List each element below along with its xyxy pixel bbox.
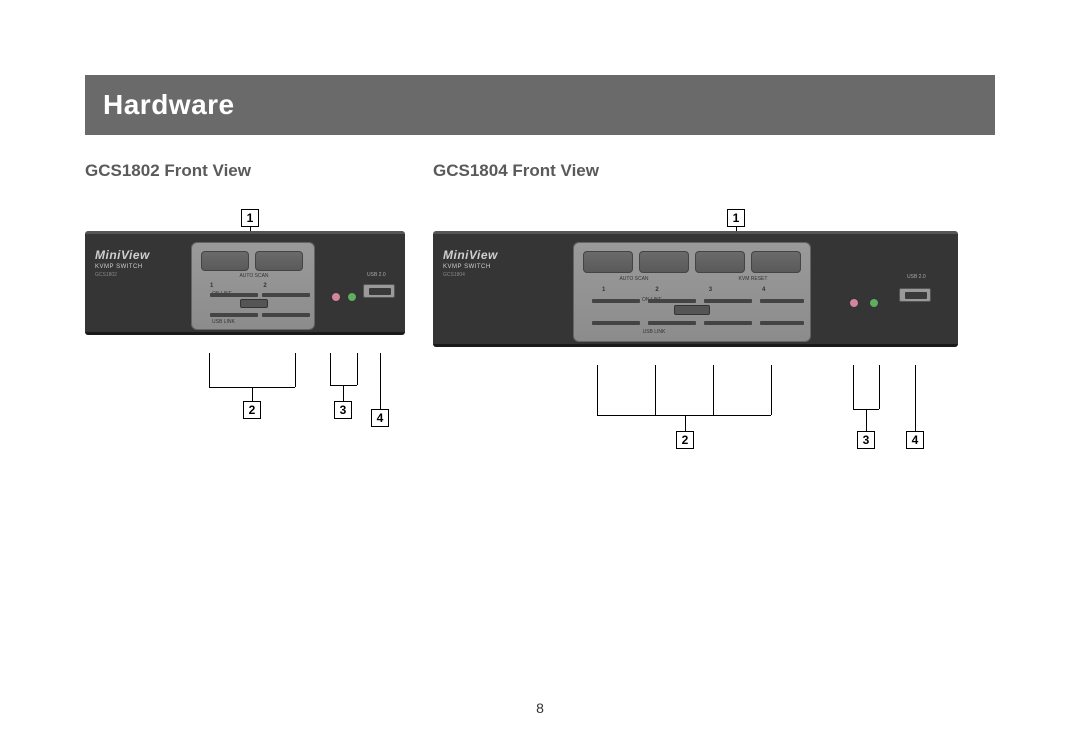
led-strip xyxy=(592,299,640,303)
usb-label: USB 2.0 xyxy=(907,274,926,280)
led-strip xyxy=(262,293,310,297)
port-numbers: 1 2 3 4 xyxy=(602,287,765,293)
port-button-1 xyxy=(201,251,249,271)
lead-line xyxy=(209,353,210,387)
lead-line xyxy=(771,365,772,415)
control-panel: AUTO SCAN KVM RESET 1 2 3 4 ON LINE xyxy=(573,242,811,342)
brand-sub: KVMP SWITCH xyxy=(95,264,150,270)
brand-logo: MiniView xyxy=(95,248,150,262)
port-button-3 xyxy=(695,251,745,273)
kvmreset-label: KVM RESET xyxy=(729,276,777,282)
led-strip xyxy=(760,299,804,303)
section-title-bar: Hardware xyxy=(85,75,995,135)
led-strip xyxy=(210,293,258,297)
lead-line xyxy=(597,365,598,415)
lead-line xyxy=(597,415,771,416)
port-button-4 xyxy=(751,251,801,273)
lead-line xyxy=(713,365,714,415)
lead-line xyxy=(915,365,916,431)
usblink-label: USB LINK xyxy=(212,319,252,325)
page-number: 8 xyxy=(0,700,1080,716)
speaker-jack xyxy=(347,292,357,302)
selected-box xyxy=(674,305,710,315)
heading-gcs1802: GCS1802 Front View xyxy=(85,161,405,181)
section-title: Hardware xyxy=(103,89,235,120)
callout-3: 3 xyxy=(857,431,875,449)
device-brand: MiniView KVMP SWITCH GCS1802 xyxy=(95,248,150,278)
usblink-label: USB LINK xyxy=(632,329,676,335)
usb-label: USB 2.0 xyxy=(367,272,386,278)
speaker-jack xyxy=(869,298,879,308)
col-gcs1802: GCS1802 Front View 1 MiniView KVMP SWITC… xyxy=(85,161,405,347)
lead-line xyxy=(866,409,867,431)
device-1804: MiniView KVMP SWITCH GCS1804 AUTO SCAN K… xyxy=(433,231,958,347)
lead-line xyxy=(655,365,656,415)
led-strip xyxy=(262,313,310,317)
col-gcs1804: GCS1804 Front View 1 MiniView KVMP SWITC… xyxy=(433,161,993,347)
led-strip xyxy=(760,321,804,325)
led-strip xyxy=(648,299,696,303)
port-button-2 xyxy=(255,251,303,271)
lead-line xyxy=(357,353,358,385)
brand-logo: MiniView xyxy=(443,248,498,262)
callout-1: 1 xyxy=(727,209,745,227)
led-strip xyxy=(704,321,752,325)
content-columns: GCS1802 Front View 1 MiniView KVMP SWITC… xyxy=(85,161,995,347)
callout-3: 3 xyxy=(334,401,352,419)
callout-4: 4 xyxy=(906,431,924,449)
lead-line xyxy=(295,353,296,387)
lead-line xyxy=(380,353,381,409)
device-brand: MiniView KVMP SWITCH GCS1804 xyxy=(443,248,498,278)
lead-line xyxy=(685,415,686,431)
callout-1: 1 xyxy=(241,209,259,227)
led-strip xyxy=(648,321,696,325)
lead-line xyxy=(330,353,331,385)
usb-port xyxy=(899,288,931,302)
usb-port xyxy=(363,284,395,298)
led-strip xyxy=(210,313,258,317)
brand-model: GCS1804 xyxy=(443,272,498,278)
autoscan-label: AUTO SCAN xyxy=(610,276,658,282)
lead-line xyxy=(879,365,880,409)
port-button-1 xyxy=(583,251,633,273)
autoscan-label: AUTO SCAN xyxy=(234,273,274,279)
port-numbers: 1 2 xyxy=(210,283,267,289)
manual-page: Hardware GCS1802 Front View 1 MiniView K… xyxy=(85,75,995,347)
device-1802: MiniView KVMP SWITCH GCS1802 AUTO SCAN 1… xyxy=(85,231,405,335)
mic-jack xyxy=(849,298,859,308)
lead-line xyxy=(853,365,854,409)
port-button-2 xyxy=(639,251,689,273)
lead-line xyxy=(343,385,344,401)
callout-2: 2 xyxy=(243,401,261,419)
selected-box xyxy=(240,299,268,308)
lead-line xyxy=(252,387,253,401)
led-strip xyxy=(704,299,752,303)
control-panel: AUTO SCAN 1 2 ON LINE USB LINK xyxy=(191,242,315,330)
callout-4: 4 xyxy=(371,409,389,427)
brand-model: GCS1802 xyxy=(95,272,150,278)
led-strip xyxy=(592,321,640,325)
port-button-row xyxy=(583,251,801,273)
brand-sub: KVMP SWITCH xyxy=(443,264,498,270)
mic-jack xyxy=(331,292,341,302)
heading-gcs1804: GCS1804 Front View xyxy=(433,161,993,181)
callout-2: 2 xyxy=(676,431,694,449)
port-button-row xyxy=(201,251,303,271)
